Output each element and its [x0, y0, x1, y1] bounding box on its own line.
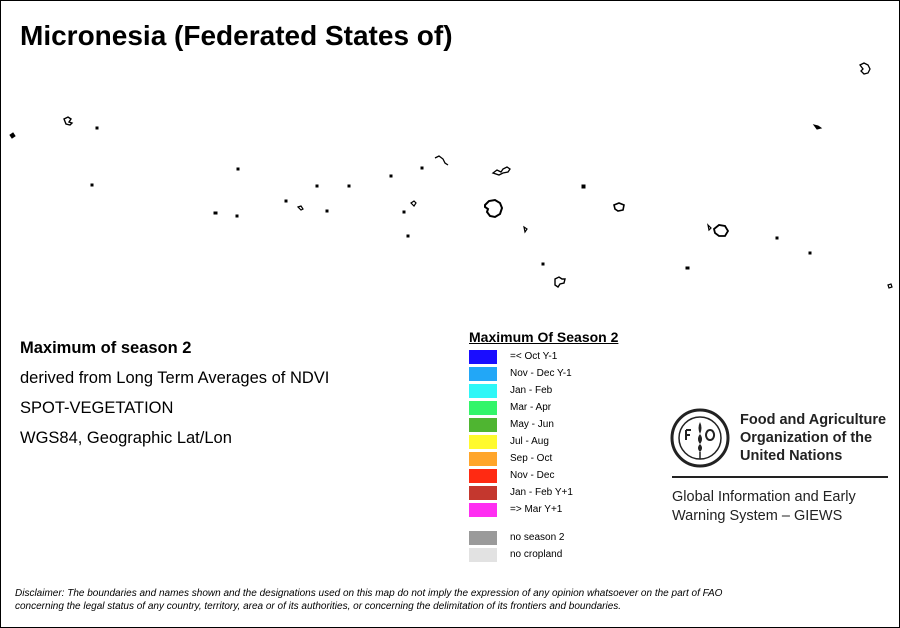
legend-item: Nov - Dec Y-1 [469, 365, 639, 382]
legend-label: May - Jun [510, 419, 554, 430]
disclaimer-line2: concerning the legal status of any count… [15, 601, 622, 612]
legend-swatch [469, 530, 497, 545]
legend-item: Mar - Apr [469, 399, 639, 416]
legend-label: Jan - Feb Y+1 [510, 487, 573, 498]
disclaimer-line1: Disclaimer: The boundaries and names sho… [15, 588, 723, 599]
fao-name-line2: Organization of the [740, 430, 873, 446]
giews-line2: Warning System – GIEWS [672, 508, 843, 524]
legend-swatch [469, 502, 497, 517]
island-group-kosrae [808, 62, 893, 289]
fao-branding: Food and Agriculture Organization of the… [670, 408, 890, 526]
legend-title: Maximum Of Season 2 [469, 329, 619, 345]
legend-label: => Mar Y+1 [510, 504, 563, 515]
legend-swatch [469, 383, 497, 398]
map-title: Micronesia (Federated States of) [20, 20, 453, 51]
legend-label: Nov - Dec [510, 470, 555, 481]
fao-logo-icon [670, 408, 730, 468]
info-projection: WGS84, Geographic Lat/Lon [20, 429, 232, 447]
map-info: Maximum of season 2 derived from Long Te… [20, 333, 329, 453]
fao-name-line1: Food and Agriculture [740, 412, 887, 428]
legend-item: Sep - Oct [469, 450, 639, 467]
legend-label: Sep - Oct [510, 453, 553, 464]
legend-label: no cropland [510, 549, 563, 560]
legend-extra: no season 2 no cropland [469, 529, 639, 563]
legend-swatch [469, 451, 497, 466]
giews-name: Global Information and Early Warning Sys… [672, 488, 890, 526]
legend-swatch [469, 485, 497, 500]
legend-label: Nov - Dec Y-1 [510, 368, 572, 379]
fao-divider [672, 476, 888, 478]
info-source: derived from Long Term Averages of NDVI [20, 369, 330, 387]
legend-item: no season 2 [469, 529, 639, 546]
fao-name: Food and Agriculture Organization of the… [740, 411, 886, 465]
fao-name-line3: United Nations [740, 448, 843, 464]
legend-item: Jan - Feb Y+1 [469, 484, 639, 501]
legend-items: =< Oct Y-1 Nov - Dec Y-1 Jan - Feb Mar - Ap… [469, 348, 639, 518]
legend-label: no season 2 [510, 532, 565, 543]
info-sensor: SPOT-VEGETATION [20, 399, 174, 417]
island-group-pohnpei [541, 184, 779, 288]
legend: Maximum Of Season 2 =< Oct Y-1 Nov - Dec … [469, 329, 639, 563]
legend-swatch [469, 400, 497, 415]
island-map [9, 62, 893, 289]
legend-label: Mar - Apr [510, 402, 552, 413]
legend-item: Jul - Aug [469, 433, 639, 450]
legend-swatch [469, 417, 497, 432]
legend-item: Nov - Dec [469, 467, 639, 484]
island-group-west [9, 116, 99, 187]
island-group-yap [213, 167, 351, 218]
island-group-chuuk [389, 155, 528, 238]
legend-item: =< Oct Y-1 [469, 348, 639, 365]
legend-swatch [469, 434, 497, 449]
legend-swatch [469, 468, 497, 483]
info-product: Maximum of season 2 [20, 339, 192, 357]
disclaimer: Disclaimer: The boundaries and names sho… [15, 587, 885, 613]
legend-swatch [469, 349, 497, 364]
legend-item: => Mar Y+1 [469, 501, 639, 518]
legend-item: no cropland [469, 546, 639, 563]
legend-label: Jan - Feb [510, 385, 553, 396]
legend-swatch [469, 547, 497, 562]
legend-label: =< Oct Y-1 [510, 351, 558, 362]
legend-item: Jan - Feb [469, 382, 639, 399]
legend-swatch [469, 366, 497, 381]
giews-line1: Global Information and Early [672, 489, 856, 505]
legend-label: Jul - Aug [510, 436, 549, 447]
legend-item: May - Jun [469, 416, 639, 433]
